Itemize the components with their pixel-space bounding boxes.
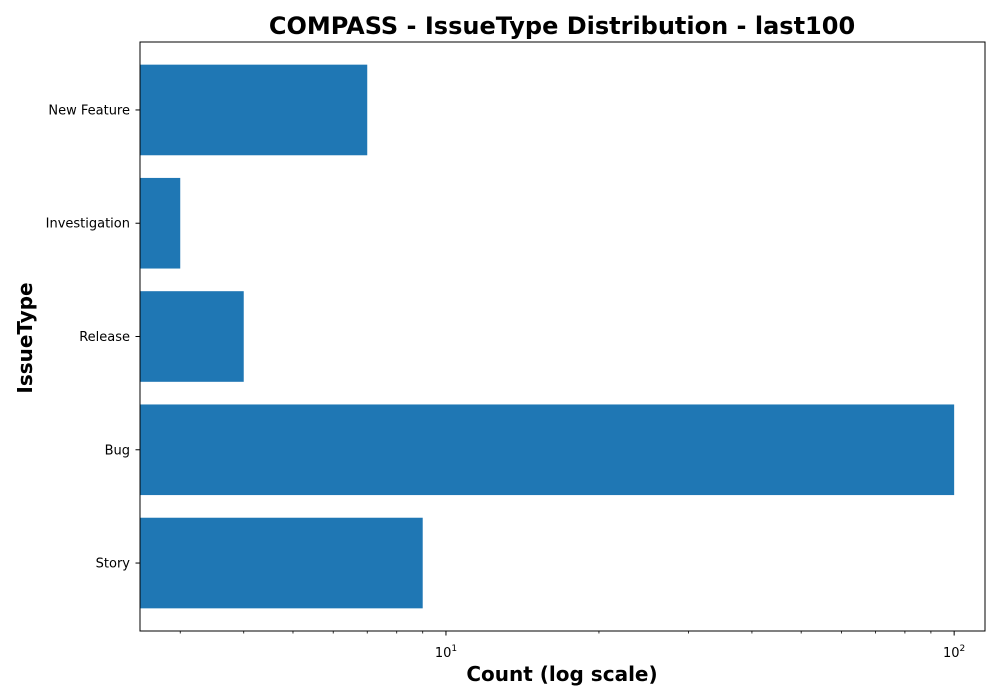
- x-tick-label: 101: [435, 644, 457, 661]
- x-tick-label: 102: [943, 644, 965, 661]
- bars-group: [140, 64, 955, 609]
- x-axis-label: Count (log scale): [466, 662, 657, 686]
- bar-new-feature: [140, 64, 368, 156]
- y-axis-ticks: Story Bug Release Investigation New Feature: [46, 103, 140, 572]
- y-tick-label: Story: [96, 557, 131, 572]
- x-axis-ticks: 101 102: [179, 631, 965, 661]
- y-axis-label: IssueType: [13, 282, 37, 393]
- chart-title: COMPASS - IssueType Distribution - last1…: [269, 12, 855, 40]
- plot-frame: [139, 41, 986, 632]
- bar-release: [140, 291, 244, 382]
- bar-story: [140, 517, 423, 609]
- y-tick-label: New Feature: [48, 103, 130, 118]
- y-tick-label: Investigation: [46, 217, 130, 232]
- y-tick-label: Bug: [105, 443, 130, 458]
- y-tick-label: Release: [79, 330, 130, 345]
- bar-investigation: [140, 177, 181, 269]
- bar-bug: [140, 404, 955, 496]
